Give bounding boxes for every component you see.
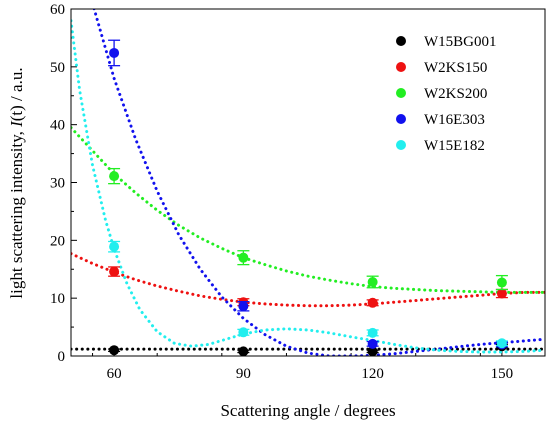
legend-label: W2KS200 [424,86,487,102]
data-point-w15bg001 [367,346,378,357]
data-point-w2ks150 [496,288,507,299]
y-axis-label-italic: I [7,120,26,128]
legend-label: W15E182 [424,138,485,154]
legend-marker-w15e182 [396,140,406,150]
data-point-w2ks200 [367,276,378,287]
legend-label: W15BG001 [424,34,497,50]
data-point-w15e182 [496,338,507,349]
data-point-w15e182 [109,241,120,252]
x-tick-label: 150 [491,366,514,382]
y-tick-label: 20 [50,233,65,249]
data-point-w16e303 [238,301,249,312]
x-tick-label: 90 [236,366,251,382]
y-tick-label: 30 [50,176,65,192]
data-points [108,39,508,357]
y-tick-label: 50 [50,60,65,76]
data-point-w2ks200 [109,171,120,182]
y-tick-label: 0 [58,349,66,365]
x-tick-label: 120 [361,366,384,382]
data-point-w2ks200 [238,252,249,263]
x-tick-label: 60 [107,366,122,382]
legend: W15BG001 W2KS150 W2KS200 W16E303 W15E182 [396,34,497,154]
legend-label: W16E303 [424,112,485,128]
fit-curves [71,9,545,356]
legend-marker-w16e303 [396,114,406,124]
legend-marker-w2ks200 [396,88,406,98]
y-axis-label-suffix: (t) / a.u. [7,67,26,121]
data-point-w16e303 [367,338,378,349]
data-point-w16e303 [109,47,120,58]
data-point-w2ks200 [496,277,507,288]
y-tick-label: 60 [50,2,65,18]
data-point-w15bg001 [109,345,120,356]
legend-marker-w15bg001 [396,36,406,46]
data-point-w2ks150 [367,297,378,308]
y-axis-label: light scattering intensity, I(t) / a.u. [7,67,26,298]
fit-curve-w15e182 [71,19,545,354]
y-tick-label: 10 [50,291,65,307]
legend-label: W2KS150 [424,60,487,76]
y-axis-label-prefix: light scattering intensity, [7,127,26,299]
data-point-w15e182 [238,327,249,338]
fit-curve-w16e303 [92,9,545,356]
fit-curve-w2ks150 [71,252,545,308]
data-point-w15bg001 [238,346,249,357]
data-point-w15e182 [367,327,378,338]
plot-frame [70,8,546,357]
legend-marker-w2ks150 [396,62,406,72]
tick-labels: 60 90 120 150 0 10 20 30 40 50 60 [50,2,513,382]
x-axis-label: Scattering angle / degrees [220,401,395,420]
fit-curve-w2ks200 [71,126,545,294]
y-tick-label: 40 [50,118,65,134]
data-point-w2ks150 [109,266,120,277]
